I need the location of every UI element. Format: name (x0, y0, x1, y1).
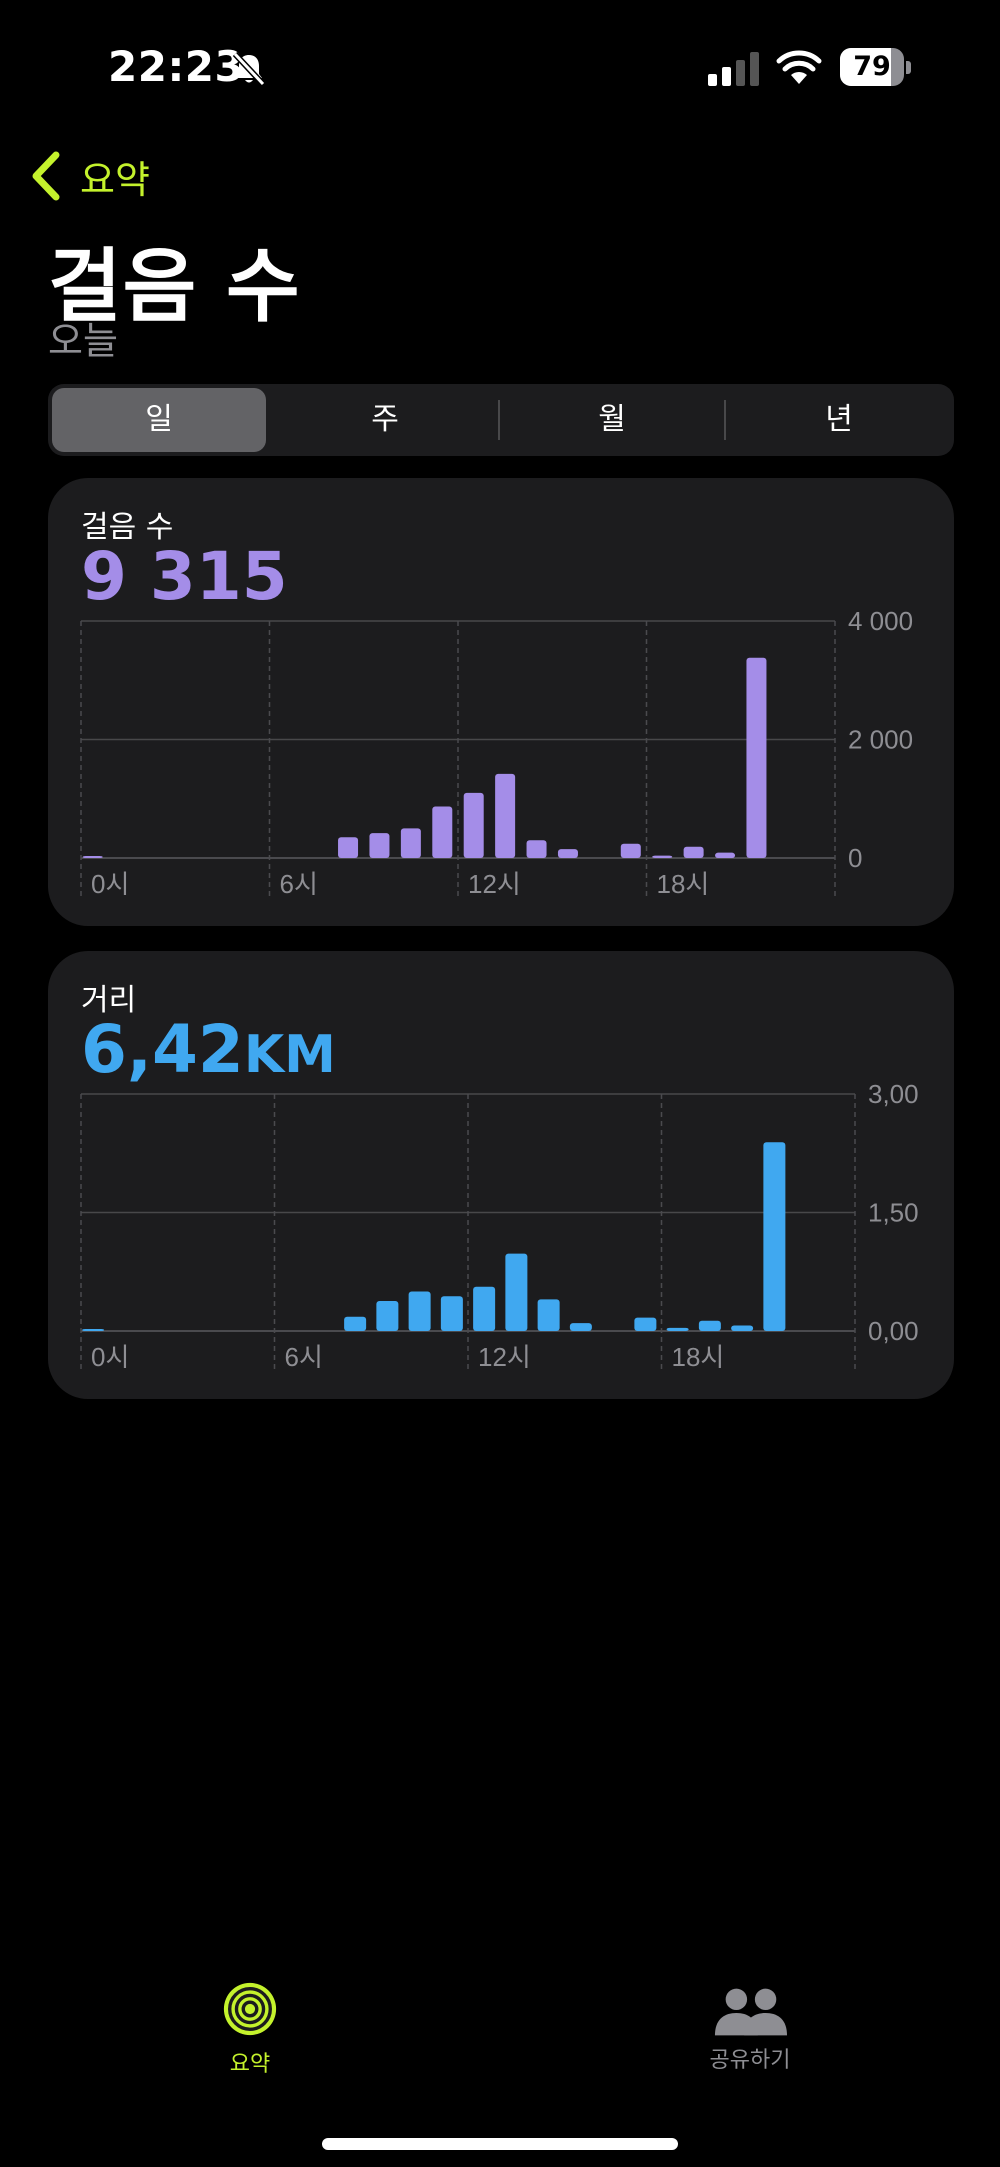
tab-bar: 요약 공유하기 (0, 1970, 1000, 2090)
steps-bar (495, 773, 516, 858)
steps-x-tick-label: 0시 (91, 869, 129, 899)
tab-sharing[interactable]: 공유하기 (690, 1970, 810, 2090)
distance-card-value: 6,42KM (81, 1011, 336, 1088)
back-label: 요약 (80, 157, 150, 202)
distance-bar (666, 1327, 689, 1331)
distance-bar (408, 1291, 431, 1331)
distance-bar (698, 1320, 721, 1331)
distance-bar (82, 1329, 105, 1331)
steps-bar (369, 833, 390, 858)
tab-summary[interactable]: 요약 (200, 1970, 300, 2090)
steps-x-tick-label: 12시 (468, 869, 521, 899)
distance-bar (569, 1323, 592, 1331)
steps-bar (400, 828, 421, 858)
cellular-signal-icon (708, 52, 759, 86)
distance-bar (634, 1317, 657, 1331)
status-bar: 22:23 79 (0, 0, 1000, 140)
steps-y-tick-label: 4 000 (848, 606, 913, 636)
steps-card[interactable]: 걸음 수 9 315 4 000 2 000 0 0시 6시 12시 18시 (48, 478, 954, 926)
page-title: 걸음 수 (48, 240, 301, 333)
period-segmented-control: 일 주 월 년 (48, 384, 954, 456)
wifi-icon (776, 50, 822, 84)
distance-card-label: 거리 (81, 983, 137, 1018)
distance-bar (505, 1253, 528, 1331)
segment-year[interactable]: 년 (825, 402, 853, 437)
distance-chart: 3,00 1,50 0,00 0시 6시 12시 18시 (80, 1079, 919, 1372)
home-indicator (322, 2138, 678, 2150)
status-time: 22:23 (108, 42, 245, 91)
back-button[interactable]: 요약 (28, 148, 150, 204)
distance-value-unit: KM (243, 1025, 336, 1085)
steps-chart: 4 000 2 000 0 0시 6시 12시 18시 (80, 606, 913, 899)
distance-y-tick-label: 0,00 (868, 1316, 919, 1346)
activity-rings-icon (223, 1982, 277, 2036)
segment-week[interactable]: 주 (371, 402, 399, 437)
tab-summary-label: 요약 (229, 2052, 271, 2077)
distance-y-tick-label: 1,50 (868, 1198, 919, 1228)
distance-bar (376, 1300, 399, 1331)
steps-card-label: 걸음 수 (81, 510, 174, 545)
steps-bar (683, 846, 704, 858)
distance-bar (440, 1296, 463, 1331)
steps-bar (432, 806, 453, 858)
distance-bar (473, 1286, 496, 1331)
distance-card[interactable]: 거리 6,42KM 3,00 1,50 0,00 0시 6시 12시 18시 (48, 951, 954, 1399)
page-subtitle: 오늘 (48, 319, 118, 363)
distance-bar (731, 1325, 754, 1331)
steps-card-value: 9 315 (81, 538, 288, 615)
chevron-left-icon (32, 151, 60, 201)
battery-fill (840, 48, 891, 86)
segment-divider (724, 400, 726, 440)
tab-sharing-label: 공유하기 (709, 2048, 791, 2073)
steps-y-tick-label: 2 000 (848, 725, 913, 755)
steps-bar (620, 843, 641, 858)
steps-x-tick-label: 18시 (657, 869, 710, 899)
distance-x-tick-label: 6시 (285, 1342, 323, 1372)
steps-bar (463, 792, 484, 858)
steps-bar (746, 657, 767, 858)
distance-bar (763, 1142, 786, 1331)
distance-x-tick-label: 0시 (91, 1342, 129, 1372)
distance-value-number: 6,42 (81, 1011, 244, 1088)
battery-body: 79 (840, 48, 904, 86)
steps-bar (526, 840, 547, 858)
people-icon (714, 1988, 787, 2036)
steps-bar (715, 852, 736, 858)
distance-x-tick-label: 12시 (478, 1342, 531, 1372)
distance-y-tick-label: 3,00 (868, 1079, 919, 1109)
distance-bar (537, 1299, 560, 1331)
steps-x-tick-label: 6시 (280, 869, 318, 899)
steps-bar (652, 855, 673, 858)
battery-cap (906, 61, 911, 74)
segment-month[interactable]: 월 (598, 402, 626, 437)
segment-divider (498, 400, 500, 440)
steps-bar (338, 837, 359, 858)
battery-indicator: 79 (840, 48, 912, 88)
distance-x-tick-label: 18시 (672, 1342, 725, 1372)
steps-value-number: 9 315 (81, 538, 288, 615)
steps-y-tick-label: 0 (848, 843, 862, 873)
segment-day[interactable]: 일 (52, 388, 266, 452)
steps-bar (82, 856, 103, 858)
distance-bar (344, 1316, 367, 1331)
bell-muted-icon (232, 51, 266, 87)
steps-bar (557, 849, 578, 858)
battery-percent: 79 (853, 51, 891, 82)
